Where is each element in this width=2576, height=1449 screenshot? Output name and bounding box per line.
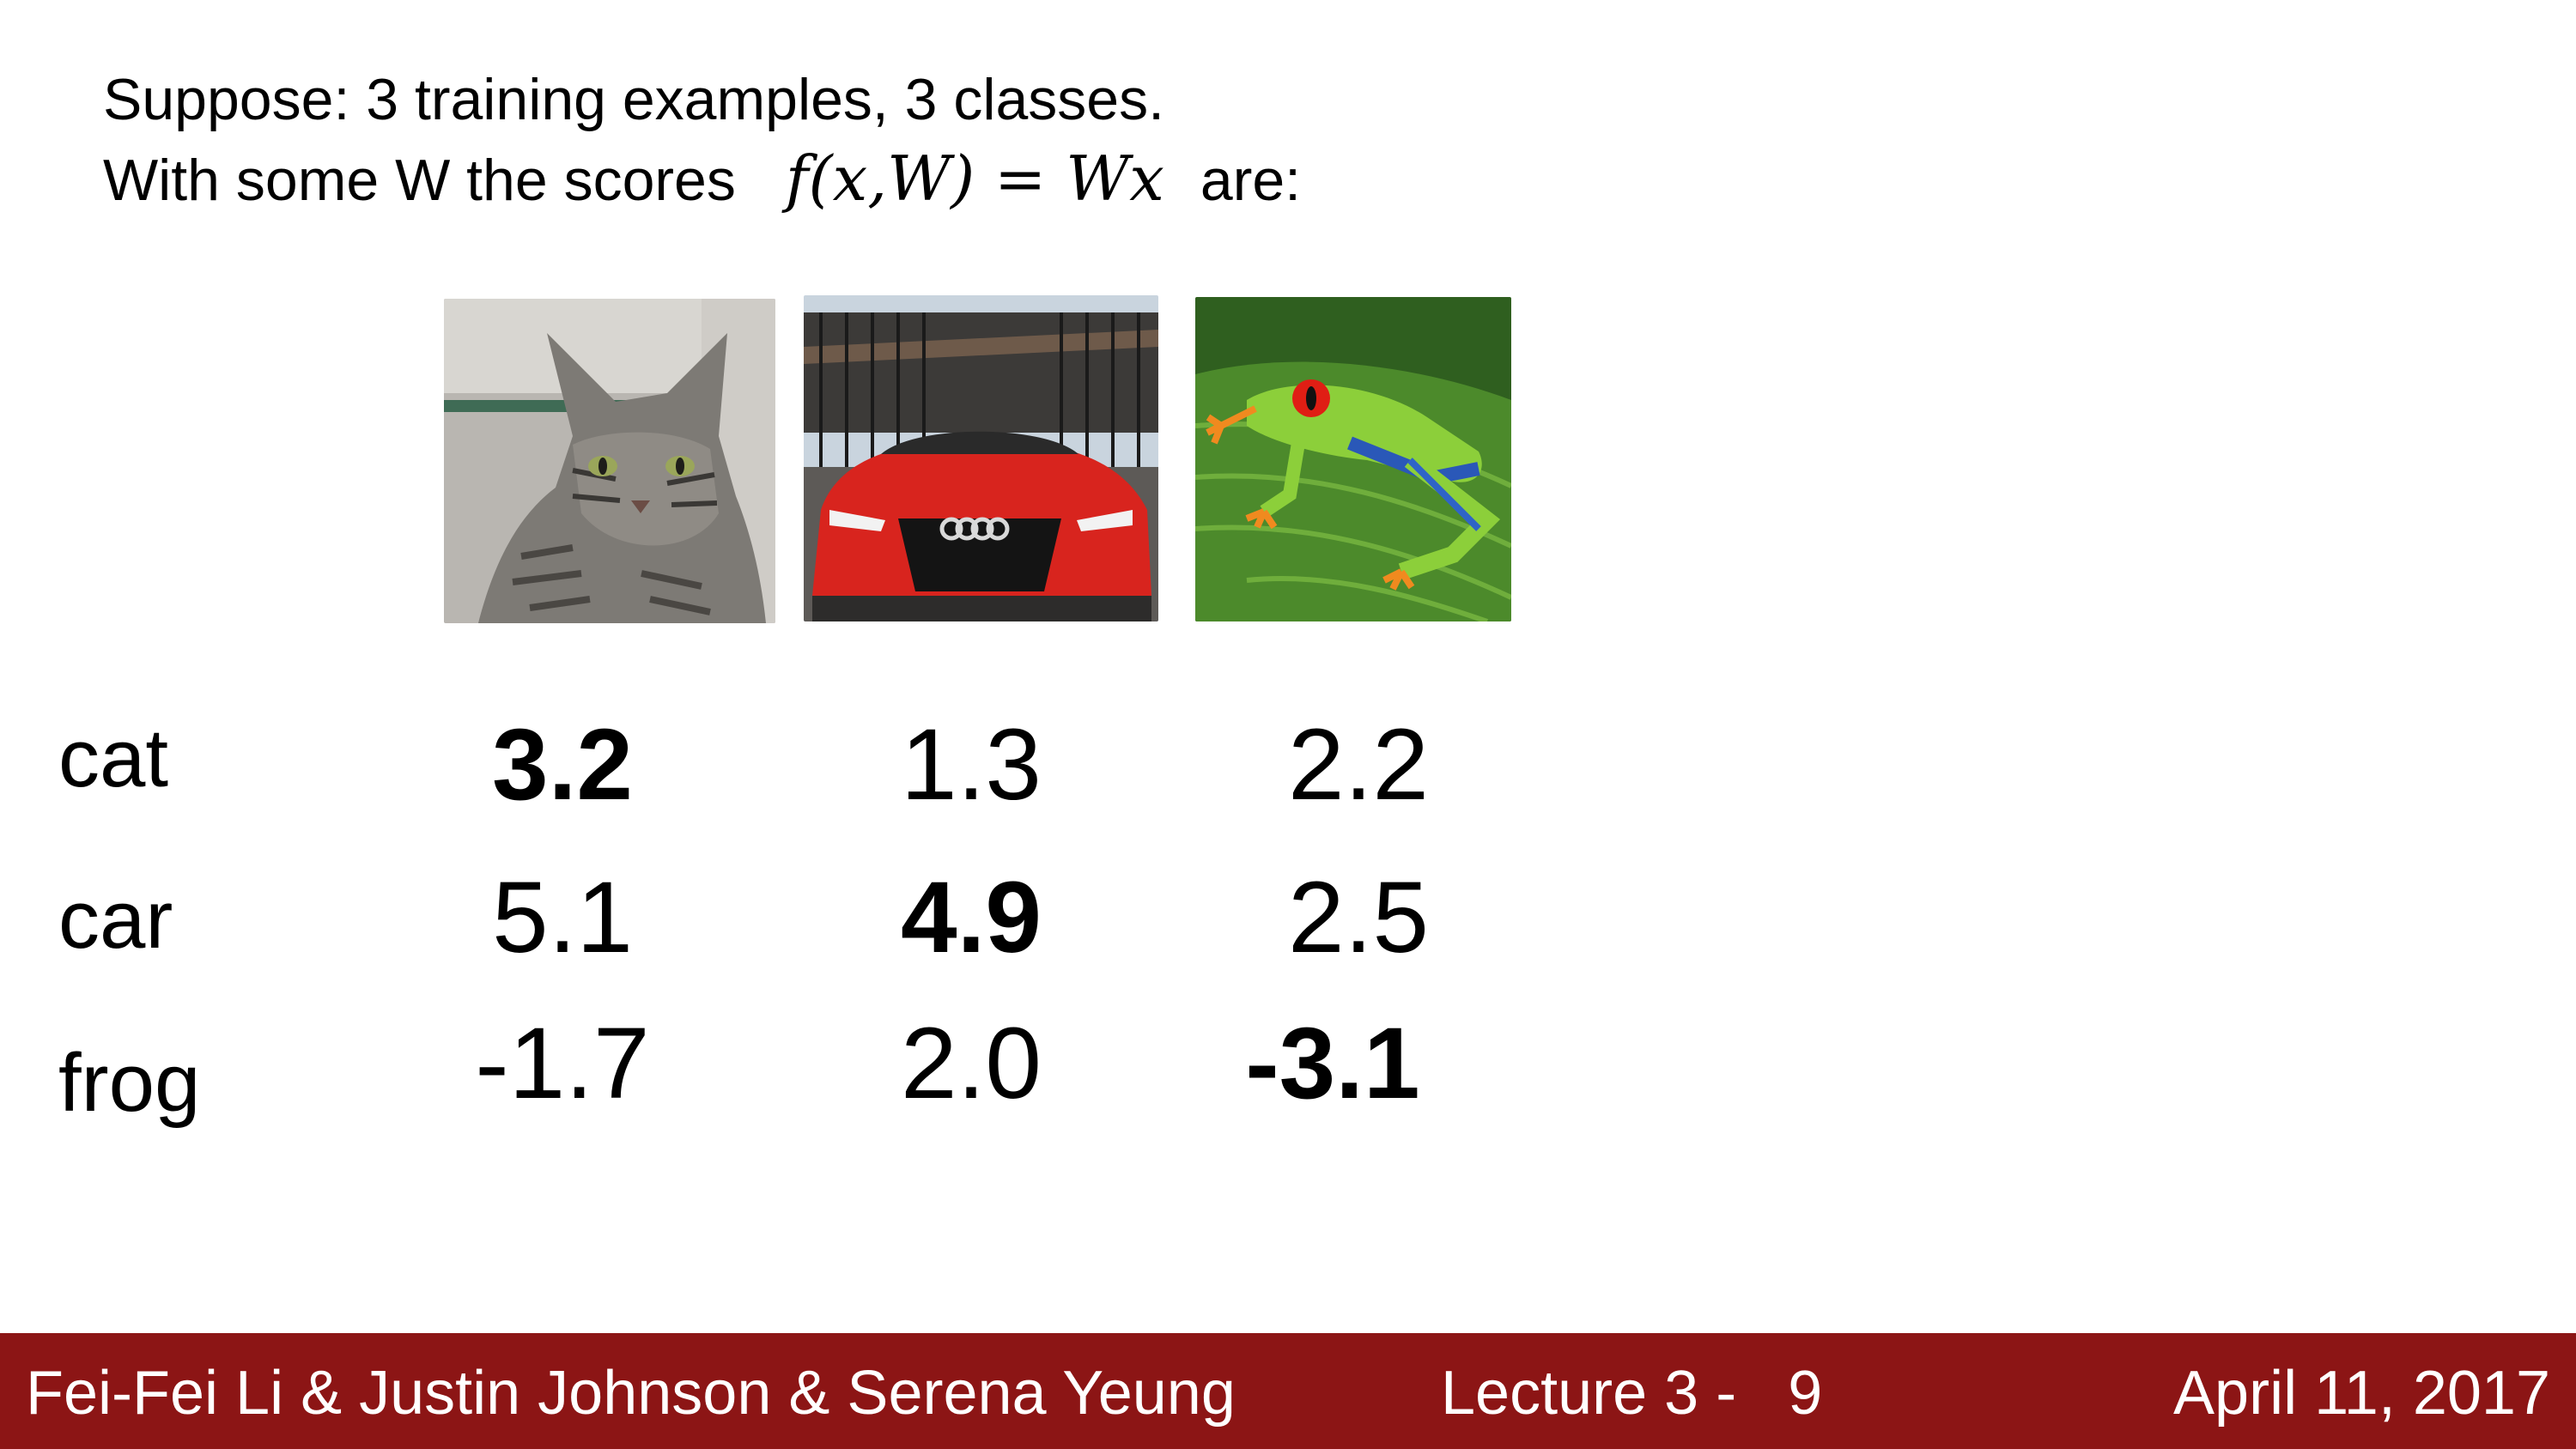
score-frog-car: 2.0 <box>900 1007 1042 1120</box>
header-line-2-suffix: are: <box>1200 148 1302 213</box>
footer-lecture-number: Lecture 3 - 9 <box>1441 1359 1823 1428</box>
score-frog-frog: -3.1 <box>1245 1007 1420 1120</box>
score-frog-cat: -1.7 <box>475 1007 650 1120</box>
footer-authors: Fei-Fei Li & Justin Johnson & Serena Yeu… <box>26 1359 1236 1428</box>
header-line-1: Suppose: 3 training examples, 3 classes. <box>103 67 1165 132</box>
class-label-car: car <box>58 874 173 966</box>
score-cat-frog: 2.2 <box>1287 708 1430 822</box>
footer-date: April 11, 2017 <box>2173 1359 2550 1428</box>
class-label-cat: cat <box>58 712 169 804</box>
frog-image <box>1195 297 1511 621</box>
score-cat-car: 1.3 <box>900 708 1042 822</box>
header-line-2: With some W the scores f(x,W) = Wx are: <box>103 148 1301 209</box>
cat-image <box>444 299 775 623</box>
score-car-frog: 2.5 <box>1287 861 1430 974</box>
car-image <box>804 295 1158 621</box>
header-line-2-prefix: With some W the scores <box>103 148 736 213</box>
score-car-cat: 5.1 <box>491 861 634 974</box>
score-cat-cat: 3.2 <box>491 708 634 822</box>
slide-footer: Fei-Fei Li & Justin Johnson & Serena Yeu… <box>0 1333 2576 1449</box>
score-formula: f(x,W) = Wx <box>785 142 1164 215</box>
class-label-frog: frog <box>58 1037 201 1129</box>
score-car-car: 4.9 <box>900 861 1042 974</box>
